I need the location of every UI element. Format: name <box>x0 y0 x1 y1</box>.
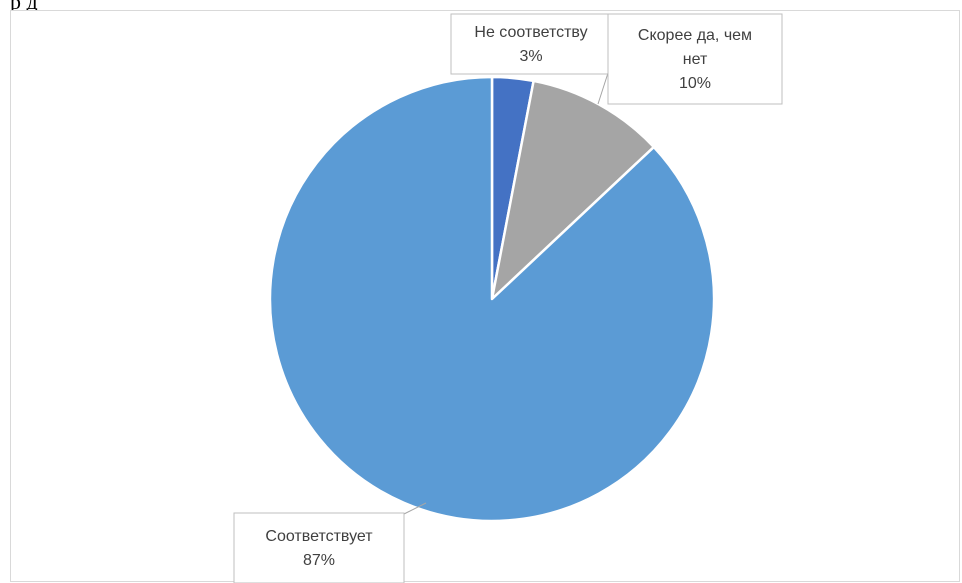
pie-chart: Не соответству 3% Скорее да, чем нет 10% Соот… <box>233 13 783 583</box>
data-label-category: Скорее да, чем <box>638 27 752 44</box>
data-label-value: 10% <box>679 75 711 92</box>
data-label-value: 87% <box>303 552 335 569</box>
chart-area: Не соответству 3% Скорее да, чем нет 10% Соот… <box>10 10 960 583</box>
data-label-1: Не соответству 3% <box>450 13 612 75</box>
pie-slice-3 <box>268 75 716 523</box>
pie-slice-2 <box>490 79 656 301</box>
data-label-category: Не соответству <box>474 24 587 41</box>
data-label-2: Скорее да, чем нет 10% <box>597 13 783 105</box>
data-label-box-3 <box>233 512 405 583</box>
leader-line-3 <box>403 502 427 515</box>
data-label-3: Соответствует 87% <box>233 502 427 583</box>
data-label-value: 3% <box>519 48 542 65</box>
leader-line-2 <box>597 72 609 105</box>
data-label-box-1 <box>450 13 612 75</box>
data-label-category: Соответствует <box>265 528 373 545</box>
data-label-box-2 <box>607 13 783 105</box>
data-label-category: нет <box>683 51 708 68</box>
